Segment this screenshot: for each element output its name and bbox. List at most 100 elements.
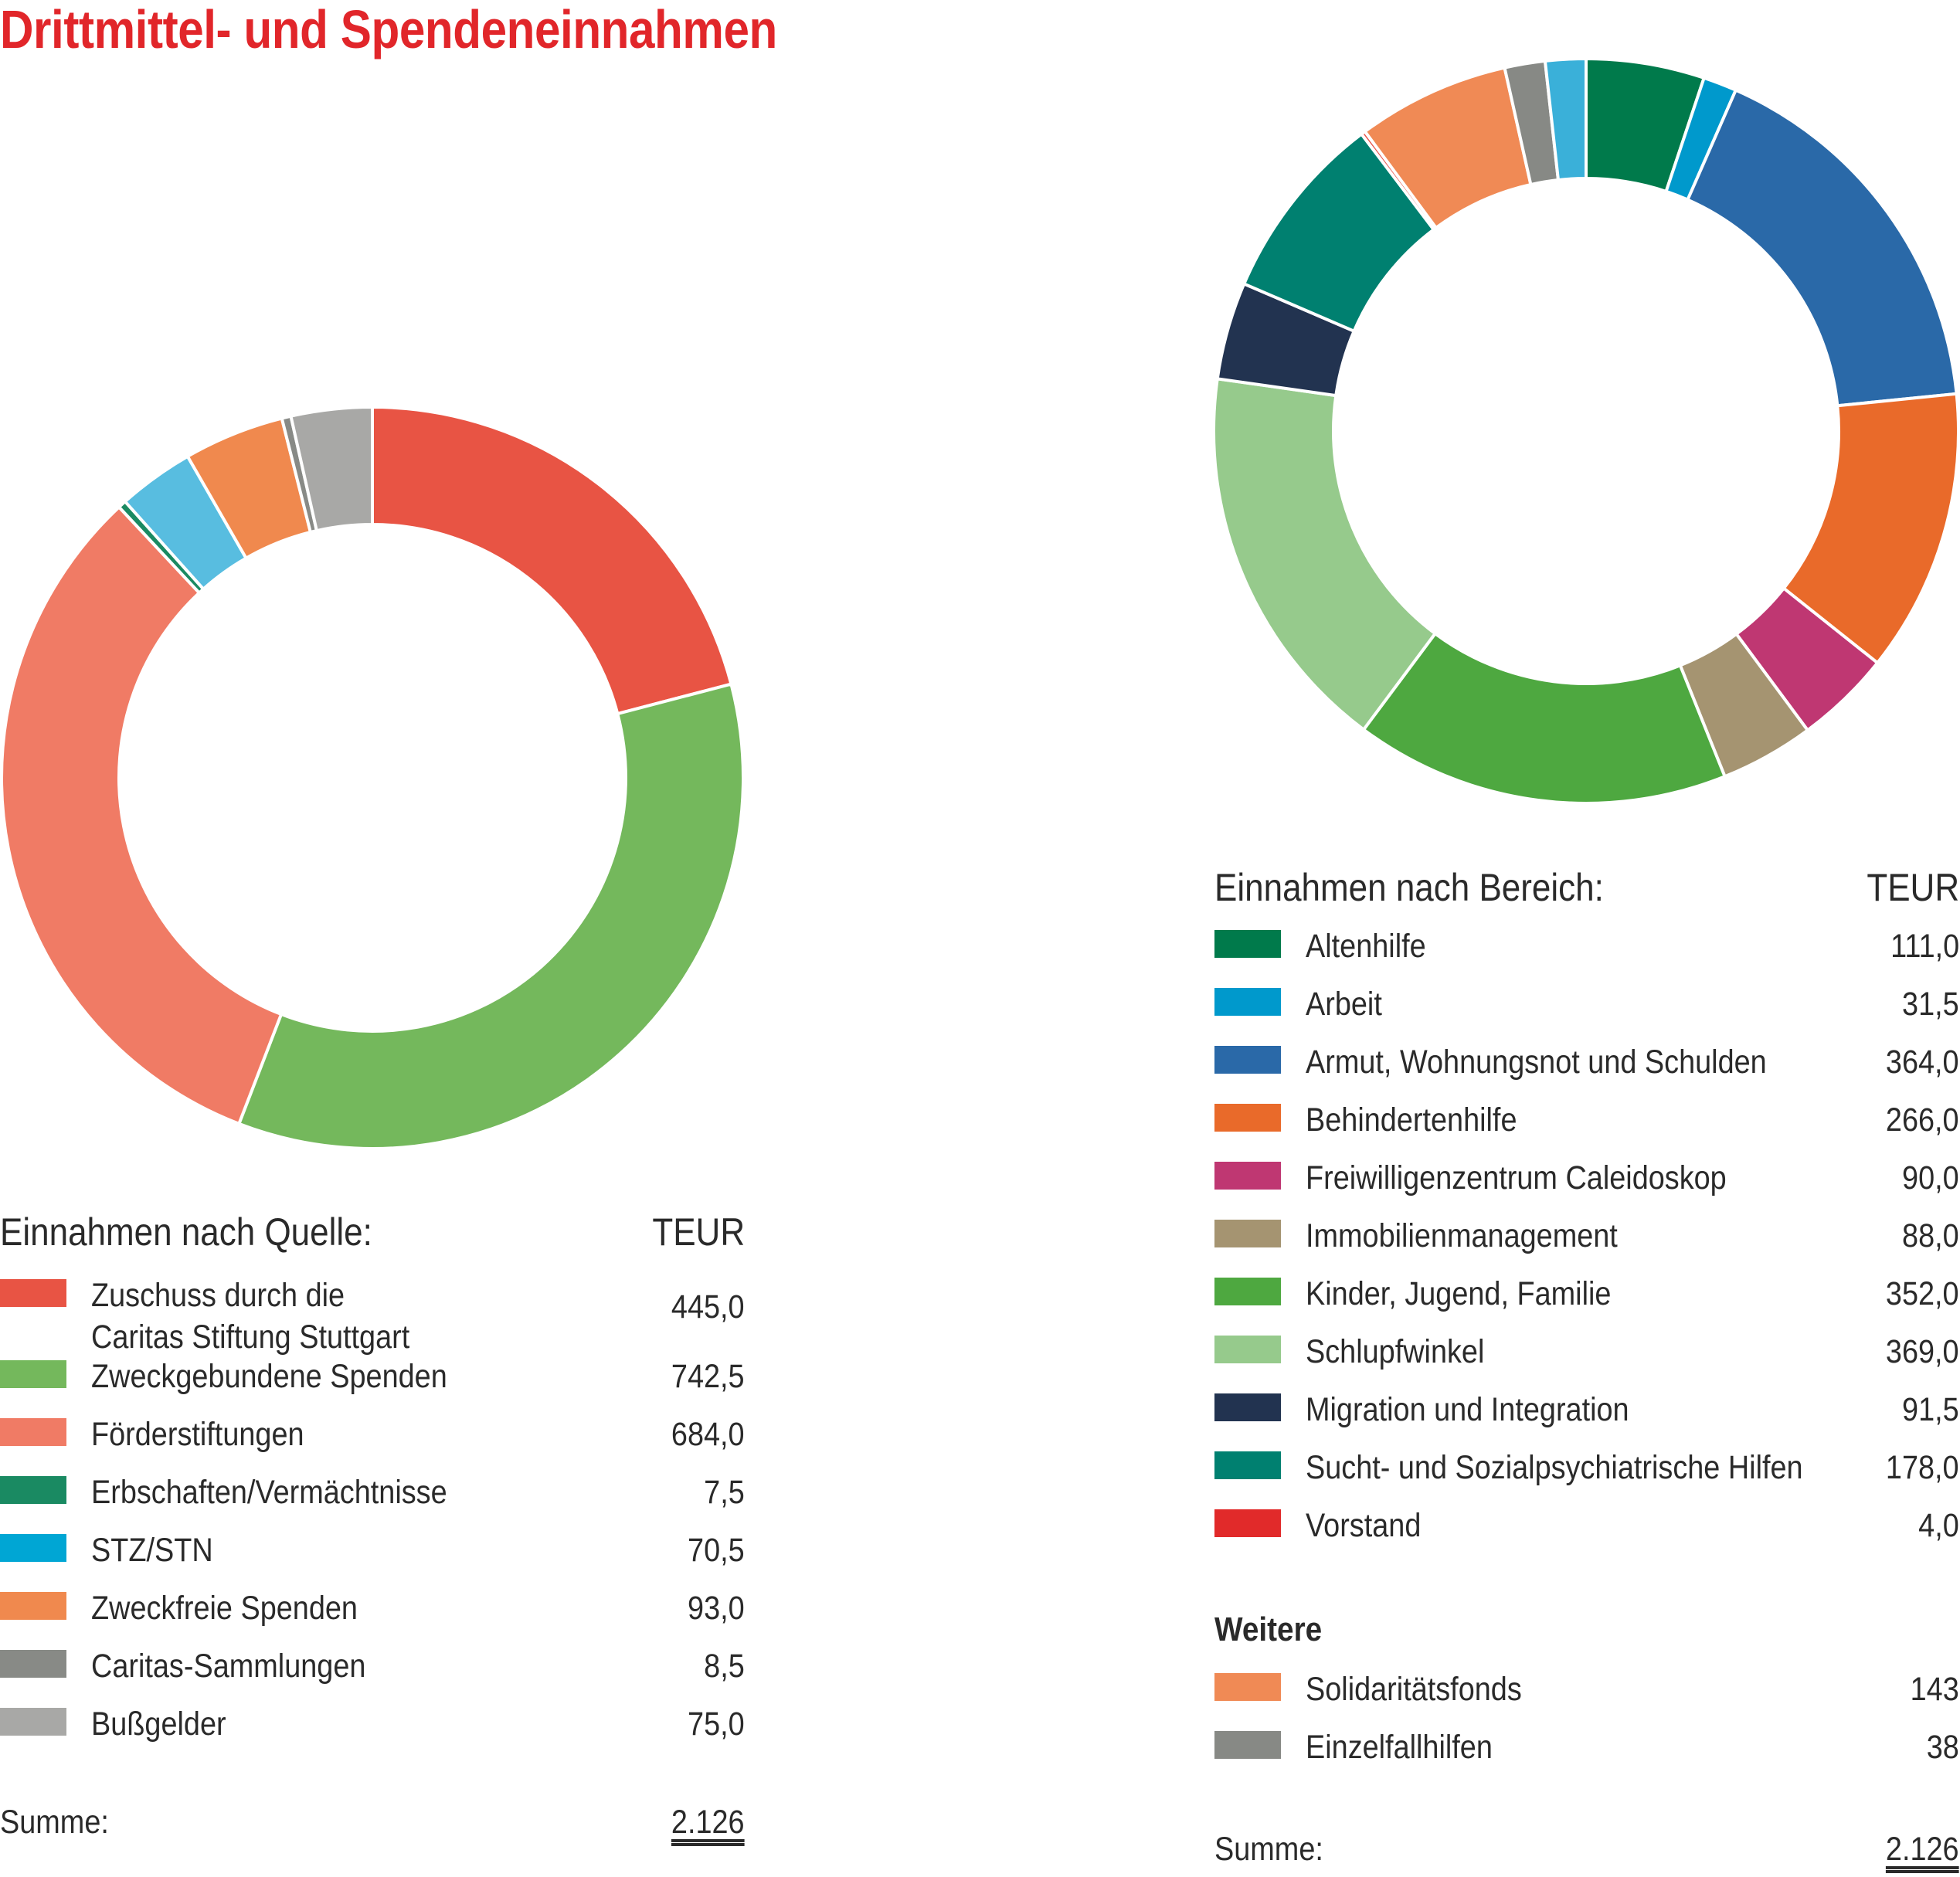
legend-item-migration-und-integration: Migration und Integration 91,5	[1214, 1389, 1959, 1431]
legend-item-value: 111,0	[1890, 928, 1959, 965]
legend-item-label: Altenhilfe	[1306, 928, 1426, 965]
legend-item-value: 75,0	[688, 1705, 745, 1743]
legend-item-zuschuss-durch-die-caritas-stiftung-stuttgart: Zuschuss durch die Caritas Stiftung Stutt…	[0, 1275, 745, 1356]
legend-item-label: STZ/STN	[91, 1531, 213, 1569]
legend-swatch	[1214, 988, 1281, 1016]
legend-item-label: Behindertenhilfe	[1306, 1101, 1517, 1139]
legend-item-label: Einzelfallhilfen	[1306, 1729, 1493, 1766]
legend-item-value: 143	[1910, 1671, 1959, 1708]
legend-item-label: Armut, Wohnungsnot und Schulden	[1306, 1044, 1767, 1081]
legend-item-schlupfwinkel: Schlupfwinkel 369,0	[1214, 1331, 1959, 1373]
legend-swatch	[1214, 930, 1281, 958]
legend-item-label: Sucht- und Sozialpsychiatrische Hilfen	[1306, 1449, 1803, 1486]
legend-item-label: Zweckgebundene Spenden	[91, 1357, 447, 1395]
legend-swatch	[0, 1533, 66, 1562]
legend-swatch	[1214, 1673, 1281, 1701]
legend-item-label: Arbeit	[1306, 986, 1382, 1023]
legend-item-label: Freiwilligenzentrum Caleidoskop	[1306, 1159, 1727, 1196]
legend-swatch	[0, 1649, 66, 1678]
legend-item-zweckgebundene-spenden: Zweckgebundene Spenden 742,5	[0, 1356, 745, 1397]
legend-swatch	[1214, 1162, 1281, 1190]
legend-swatch	[1214, 1336, 1281, 1363]
legend-item-immobilienmanagement: Immobilienmanagement 88,0	[1214, 1215, 1959, 1257]
legend-swatch	[1214, 1278, 1281, 1305]
sum-value: 2.126	[1886, 1831, 1959, 1868]
legend-item-label: Schlupfwinkel	[1306, 1333, 1485, 1370]
legend-swatch	[0, 1591, 66, 1620]
legend-item-value: 38	[1926, 1729, 1959, 1766]
page-title: Drittmittel- und Spendeneinnahmen	[0, 0, 777, 59]
legend-swatch	[1214, 1046, 1281, 1074]
legend-sum: Summe: 2.126	[1214, 1831, 1959, 1877]
legend-title: Einnahmen nach Quelle:	[0, 1210, 372, 1254]
legend-sum: Summe: 2.126	[0, 1804, 745, 1850]
legend-swatch	[1214, 1451, 1281, 1479]
sum-label: Summe:	[1214, 1831, 1323, 1868]
sum-label: Summe:	[0, 1803, 109, 1841]
legend-item-caritas-sammlungen: Caritas-Sammlungen 8,5	[0, 1645, 745, 1687]
legend-item-value: 4,0	[1918, 1507, 1959, 1544]
legend-item-arbeit: Arbeit 31,5	[1214, 983, 1959, 1025]
legend-swatch	[0, 1707, 66, 1736]
legend-item-freiwilligenzentrum-caleidoskop: Freiwilligenzentrum Caleidoskop 90,0	[1214, 1157, 1959, 1199]
bereich-segment-armut-wohnungsnot-und-schulden	[1685, 88, 1958, 408]
legend-item-value: 7,5	[704, 1473, 745, 1511]
legend-swatch	[0, 1359, 66, 1388]
legend-swatch	[1214, 1220, 1281, 1247]
legend-item-sucht-und-sozialpsychiatrische-hilfen: Sucht- und Sozialpsychiatrische Hilfen 17…	[1214, 1447, 1959, 1488]
legend-item-erbschaften-vermaechtnisse: Erbschaften/Vermächtnisse 7,5	[0, 1471, 745, 1513]
legend-item-bussgelder: Bußgelder 75,0	[0, 1703, 745, 1745]
legend-item-value: 369,0	[1886, 1333, 1959, 1370]
legend-item-value: 90,0	[1902, 1159, 1959, 1196]
legend-group-heading: Weitere	[1214, 1611, 1323, 1648]
legend-swatch	[1214, 1104, 1281, 1132]
legend-item-behindertenhilfe: Behindertenhilfe 266,0	[1214, 1099, 1959, 1141]
legend-item-zweckfreie-spenden: Zweckfreie Spenden 93,0	[0, 1587, 745, 1629]
legend-swatch	[0, 1417, 66, 1446]
legend-item-value: 352,0	[1886, 1275, 1959, 1312]
legend-quelle: Einnahmen nach Quelle: TEUR Zuschuss durch…	[0, 1210, 745, 1858]
quelle-segment-foerderstiftungen	[0, 504, 284, 1126]
legend-item-label: Caritas-Sammlungen	[91, 1647, 366, 1685]
legend-item-label: Zweckfreie Spenden	[91, 1589, 358, 1627]
legend-swatch	[1214, 1393, 1281, 1421]
legend-item-vorstand: Vorstand 4,0	[1214, 1505, 1959, 1546]
legend-item-value: 70,5	[688, 1531, 745, 1569]
legend-header: Einnahmen nach Quelle: TEUR	[0, 1210, 745, 1256]
legend-swatch	[1214, 1731, 1281, 1759]
legend-item-foerderstiftungen: Förderstiftungen 684,0	[0, 1414, 745, 1455]
legend-item-value: 178,0	[1886, 1449, 1959, 1486]
legend-item-label: Vorstand	[1306, 1507, 1422, 1544]
legend-item-value: 742,5	[671, 1357, 745, 1395]
legend-item-solidaritaetsfonds: Solidaritätsfonds 143	[1214, 1668, 1959, 1710]
quelle-segment-bussgelder	[289, 406, 374, 533]
legend-item-label: Migration und Integration	[1306, 1391, 1629, 1428]
legend-item-value: 88,0	[1902, 1217, 1959, 1254]
legend-item-value: 266,0	[1886, 1101, 1959, 1139]
legend-item-value: 8,5	[704, 1647, 745, 1685]
quelle-segment-zuschuss-durch-die-caritas-stiftung-stuttgart	[371, 406, 733, 716]
legend-item-label: Erbschaften/Vermächtnisse	[91, 1473, 447, 1511]
legend-item-label: Immobilienmanagement	[1306, 1217, 1618, 1254]
legend-item-label: Bußgelder	[91, 1705, 226, 1743]
legend-item-stz-stn: STZ/STN 70,5	[0, 1529, 745, 1571]
legend-swatch	[0, 1475, 66, 1504]
donut-chart-quelle	[0, 406, 745, 1150]
legend-item-value: 93,0	[688, 1589, 745, 1627]
legend-item-label: Zuschuss durch die Caritas Stiftung Stutt…	[91, 1277, 410, 1356]
legend-item-altenhilfe: Altenhilfe 111,0	[1214, 925, 1959, 967]
legend-title: Einnahmen nach Bereich:	[1214, 866, 1604, 909]
legend-item-label: Solidaritätsfonds	[1306, 1671, 1522, 1708]
legend-item-armut-wohnungsnot-und-schulden: Armut, Wohnungsnot und Schulden 364,0	[1214, 1041, 1959, 1083]
legend-item-einzelfallhilfen: Einzelfallhilfen 38	[1214, 1726, 1959, 1768]
legend-item-value: 31,5	[1902, 986, 1959, 1023]
legend-item-label: Förderstiftungen	[91, 1415, 304, 1453]
bereich-segment-extra	[1543, 58, 1588, 182]
legend-header: Einnahmen nach Bereich: TEUR	[1214, 865, 1959, 911]
sum-value: 2.126	[671, 1803, 745, 1841]
legend-item-value: 684,0	[671, 1415, 745, 1453]
legend-item-value: 364,0	[1886, 1044, 1959, 1081]
legend-unit: TEUR	[652, 1210, 745, 1254]
legend-unit: TEUR	[1867, 866, 1959, 909]
legend-item-value: 91,5	[1902, 1391, 1959, 1428]
